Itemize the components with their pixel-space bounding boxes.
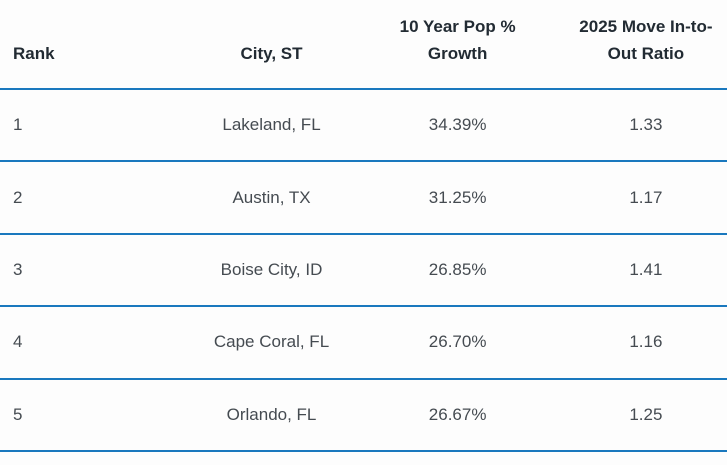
- table-row: 5 Orlando, FL 26.67% 1.25: [0, 380, 727, 452]
- cell-city: Austin, TX: [232, 187, 311, 207]
- cell-city: Orlando, FL: [226, 404, 317, 424]
- cell-growth: 26.67%: [428, 404, 487, 424]
- cell-ratio: 1.33: [629, 115, 663, 135]
- cell-ratio: 1.17: [629, 187, 663, 207]
- cell-city: Lakeland, FL: [222, 115, 321, 135]
- header-ratio: 2025 Move In-to- Out Ratio: [579, 17, 713, 63]
- table-row: 3 Boise City, ID 26.85% 1.41: [0, 235, 727, 308]
- cell-growth: 31.25%: [428, 187, 487, 207]
- cell-rank: 1: [13, 115, 23, 135]
- header-rank: Rank: [13, 43, 55, 63]
- population-growth-table: Rank City, ST 10 Year Pop % Growth 2025 …: [0, 0, 727, 452]
- header-growth: 10 Year Pop % Growth: [399, 17, 516, 63]
- cell-ratio: 1.41: [629, 259, 663, 279]
- cell-rank: 2: [13, 187, 23, 207]
- cell-ratio: 1.16: [629, 332, 663, 352]
- cell-city: Cape Coral, FL: [213, 332, 330, 352]
- cell-ratio: 1.25: [629, 404, 663, 424]
- cell-rank: 4: [13, 332, 23, 352]
- table-header-row: Rank City, ST 10 Year Pop % Growth 2025 …: [0, 0, 727, 90]
- cell-city: Boise City, ID: [220, 259, 323, 279]
- cell-rank: 5: [13, 404, 23, 424]
- table-row: 4 Cape Coral, FL 26.70% 1.16: [0, 307, 727, 380]
- table-row: 1 Lakeland, FL 34.39% 1.33: [0, 90, 727, 163]
- cell-growth: 26.85%: [428, 259, 487, 279]
- cell-growth: 26.70%: [428, 332, 487, 352]
- table-row: 2 Austin, TX 31.25% 1.17: [0, 162, 727, 235]
- cell-growth: 34.39%: [428, 115, 487, 135]
- header-city: City, ST: [240, 43, 303, 63]
- cell-rank: 3: [13, 259, 23, 279]
